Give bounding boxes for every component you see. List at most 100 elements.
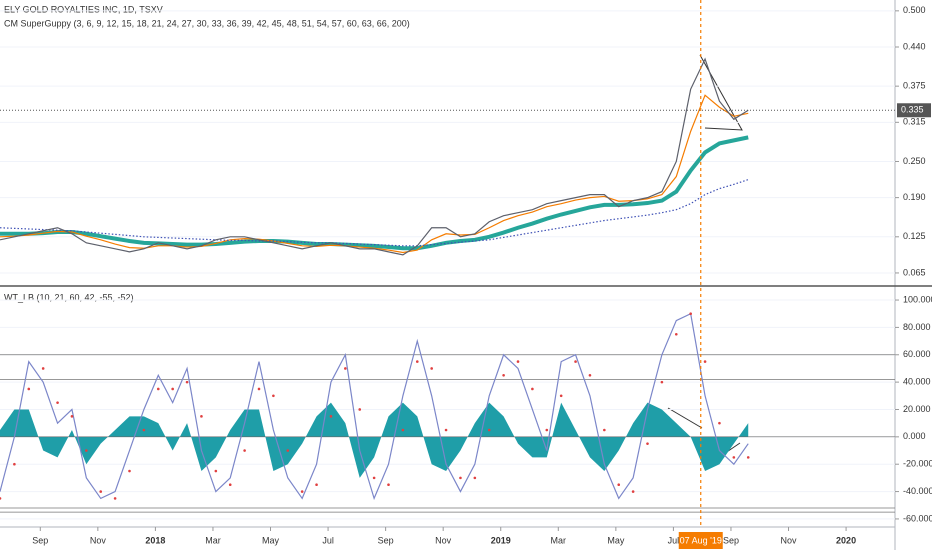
signal-dot [243,449,246,452]
signal-dot [401,428,405,432]
signal-dot [746,456,750,459]
signal-dot [286,449,290,452]
signal-dot [689,312,692,316]
arrow-drawing [667,407,703,429]
signal-dot [516,360,520,363]
signal-dot [200,415,203,418]
y-tick-label: 0.065 [903,267,926,277]
signal-dot [531,387,534,391]
series-line [0,178,749,247]
signal-dot [588,373,592,377]
signal-dot [329,415,333,418]
y-tick-label: 0.000 [903,431,926,441]
x-tick-label: Nov [781,535,798,545]
y-tick-label: 0.440 [903,41,926,51]
signal-dot [70,415,74,418]
signal-dot [358,408,362,411]
y-tick-label: 0.250 [903,156,926,166]
signal-dot [372,476,376,480]
y-tick-label: -20.000 [903,459,932,469]
signal-dot [487,428,491,432]
crosshair-badge [678,532,723,549]
x-tick-label: 2019 [491,535,511,545]
x-tick-label: Jul [322,535,334,545]
signal-dot [473,476,477,480]
signal-dot [41,367,45,370]
x-tick-label: 2018 [145,535,165,545]
signal-dot [617,483,621,487]
y-tick-label: 60.000 [903,349,931,359]
y-tick-label: 0.315 [903,117,926,127]
x-tick-label: May [262,535,280,545]
signal-dot [660,380,664,384]
signal-dot [444,428,448,432]
signal-dot [732,456,736,459]
signal-dot [718,421,721,425]
y-tick-label: 0.190 [903,192,926,202]
x-tick-label: Jul [668,535,680,545]
signal-dot [27,387,31,391]
signal-dot [99,490,103,493]
signal-dot [228,483,232,487]
y-tick-label: 100.000 [903,294,932,304]
x-tick-label: Sep [723,535,739,545]
series-line [0,94,749,254]
x-tick-label: Sep [378,535,394,545]
signal-dot [703,360,707,363]
signal-dot [85,449,88,452]
signal-dot [631,490,635,493]
y-tick-label: 0.500 [903,5,926,15]
y-tick-label: 80.000 [903,322,931,332]
signal-dot [56,401,59,404]
y-tick-label: 0.375 [903,81,926,91]
series-line [0,57,749,256]
signal-dot [300,490,304,493]
x-tick-label: Mar [551,535,567,545]
y-tick-label: 20.000 [903,404,931,414]
signal-dot [344,367,347,370]
signal-dot [674,332,678,336]
signal-dot [603,428,606,432]
signal-dot [459,476,462,480]
signal-dot [128,469,131,473]
signal-dot [502,373,505,377]
signal-dot [415,360,419,363]
y-tick-label: -60.000 [903,513,932,523]
signal-dot [185,380,189,384]
last-price-badge [897,103,931,118]
y-tick-label: -40.000 [903,486,932,496]
series-line [0,312,749,501]
signal-dot [0,497,2,500]
signal-dot [171,387,174,391]
signal-dot [545,428,549,432]
y-tick-label: 0.125 [903,231,926,241]
signal-dot [257,387,261,391]
chart-title: ELY GOLD ROYALTIES INC, 1D, TSXV [4,4,163,14]
signal-dot [387,483,390,487]
x-tick-label: May [607,535,625,545]
signal-dot [156,387,160,391]
x-tick-label: Nov [90,535,107,545]
indicator-legend: CM SuperGuppy (3, 6, 9, 12, 15, 18, 21, … [4,18,410,28]
signal-dot [214,469,218,473]
histogram-area [0,402,749,478]
signal-dot [315,483,318,487]
crosshair-label: 07 Aug '19 [680,535,722,545]
last-price-label: 0.335 [901,105,924,115]
signal-dot [272,394,275,398]
signal-dot [646,442,649,445]
x-tick-label: Nov [435,535,452,545]
x-tick-label: Sep [32,535,48,545]
signal-dot [559,394,563,398]
signal-dot [430,367,433,370]
x-tick-label: Mar [205,535,221,545]
signal-dot [13,462,16,466]
indicator-legend: WT_LB (10, 21, 60, 42, -55, -52) [4,292,134,302]
signal-dot [113,497,117,500]
x-tick-label: 2020 [836,535,856,545]
y-tick-label: 40.000 [903,376,931,386]
signal-dot [142,428,146,432]
triangle-drawing [699,54,743,131]
